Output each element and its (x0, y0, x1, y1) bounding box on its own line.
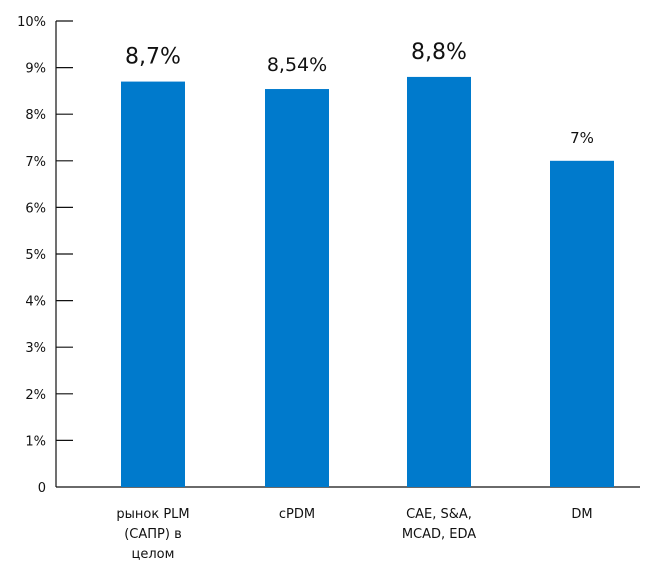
y-tick-label: 7% (25, 155, 46, 170)
category-label-line: целом (132, 547, 175, 562)
data-labels: 8,7% 8,54% 8,8% 7% (125, 40, 594, 147)
category-label: CAE, S&A, MCAD, EDA (402, 507, 476, 542)
y-tick-label: 10% (17, 15, 46, 30)
y-tick-label: 6% (25, 201, 46, 216)
bar-value-label: 8,7% (125, 45, 181, 70)
bar-value-label: 8,8% (411, 40, 467, 65)
category-label-line: cPDM (279, 507, 315, 522)
bar (550, 160, 614, 488)
y-tick-label: 3% (25, 341, 46, 356)
y-tick-label: 4% (25, 295, 46, 310)
category-label: DM (571, 507, 592, 522)
y-tick-label: 5% (25, 248, 46, 263)
y-tick-label: 0 (38, 481, 46, 496)
bar (121, 81, 185, 487)
bar-value-label: 8,54% (267, 54, 327, 76)
y-tick-label: 9% (25, 62, 46, 77)
y-tick-label: 2% (25, 388, 46, 403)
bar (407, 76, 471, 488)
bar-value-label: 7% (570, 129, 594, 147)
category-label-line: (САПР) в (124, 527, 182, 542)
y-tick-label: 8% (25, 108, 46, 123)
category-label-line: CAE, S&A, (406, 507, 472, 522)
category-label-line: DM (571, 507, 592, 522)
category-label-line: рынок PLM (116, 507, 189, 522)
bars (121, 76, 614, 488)
y-tick-label: 1% (25, 434, 46, 449)
category-label: cPDM (279, 507, 315, 522)
category-label-line: MCAD, EDA (402, 527, 476, 542)
x-axis-labels: рынок PLM (САПР) в целом cPDM CAE, S&A, MCAD,… (116, 507, 592, 562)
bar (265, 89, 329, 487)
category-label: рынок PLM (САПР) в целом (116, 507, 189, 562)
